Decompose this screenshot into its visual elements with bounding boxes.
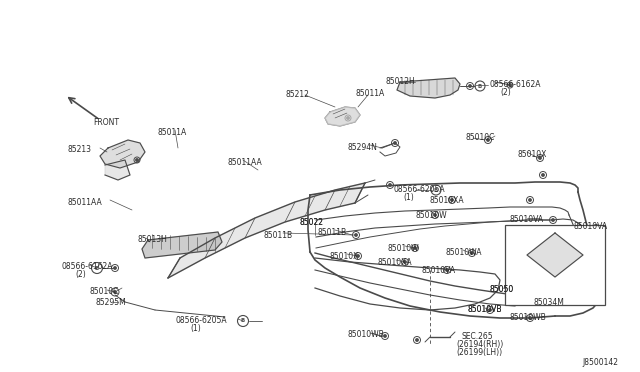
Circle shape	[489, 309, 492, 311]
Text: 85010VA: 85010VA	[573, 222, 607, 231]
Text: 08566-6162A: 08566-6162A	[62, 262, 113, 271]
Text: 85010WB: 85010WB	[510, 313, 547, 322]
Circle shape	[388, 184, 391, 186]
Circle shape	[471, 252, 473, 254]
Circle shape	[509, 289, 511, 291]
Text: 85010X: 85010X	[518, 150, 547, 159]
Polygon shape	[325, 107, 360, 126]
Text: 85011B: 85011B	[318, 228, 347, 237]
Text: 08566-6205A: 08566-6205A	[393, 185, 445, 194]
Circle shape	[136, 159, 138, 161]
Text: 85213: 85213	[68, 145, 92, 154]
Circle shape	[384, 335, 386, 337]
Text: B: B	[478, 83, 482, 89]
Text: B: B	[241, 318, 245, 324]
Text: 85010W: 85010W	[388, 244, 420, 253]
Circle shape	[539, 157, 541, 159]
Text: 85011A: 85011A	[355, 89, 384, 98]
Text: B: B	[95, 266, 99, 270]
Text: 85010WA: 85010WA	[445, 248, 481, 257]
Text: 85010XA: 85010XA	[430, 196, 465, 205]
Text: B: B	[434, 187, 438, 192]
Circle shape	[414, 247, 416, 249]
Circle shape	[529, 317, 531, 319]
Circle shape	[509, 84, 511, 86]
Text: 85294N: 85294N	[348, 143, 378, 152]
Text: 85010VB: 85010VB	[468, 305, 502, 314]
Circle shape	[357, 255, 359, 257]
Text: 85013H: 85013H	[138, 235, 168, 244]
Text: 85010X: 85010X	[330, 252, 360, 261]
Text: 85050: 85050	[490, 285, 515, 294]
Circle shape	[434, 214, 436, 216]
Circle shape	[114, 291, 116, 293]
Circle shape	[355, 234, 357, 236]
Polygon shape	[527, 233, 583, 277]
Text: 85011B: 85011B	[263, 231, 292, 240]
Text: (2): (2)	[500, 88, 511, 97]
FancyBboxPatch shape	[505, 225, 605, 305]
Text: 85011AA: 85011AA	[68, 198, 103, 207]
Text: 85022: 85022	[300, 218, 324, 227]
Circle shape	[542, 174, 544, 176]
Text: 85011A: 85011A	[158, 128, 188, 137]
Circle shape	[468, 85, 471, 87]
Text: 08566-6205A: 08566-6205A	[175, 316, 227, 325]
Text: 85010C: 85010C	[90, 287, 120, 296]
Text: 85050: 85050	[490, 285, 515, 294]
Circle shape	[529, 199, 531, 201]
Text: FRONT: FRONT	[93, 118, 119, 127]
Polygon shape	[105, 160, 130, 180]
Polygon shape	[142, 232, 222, 258]
Polygon shape	[168, 183, 365, 278]
Text: 85212: 85212	[285, 90, 309, 99]
Text: 85010VA: 85010VA	[510, 215, 544, 224]
Text: 85295M: 85295M	[95, 298, 125, 307]
Circle shape	[416, 339, 418, 341]
Circle shape	[451, 199, 453, 201]
Text: (2): (2)	[75, 270, 86, 279]
Polygon shape	[100, 140, 145, 168]
Text: 85010C: 85010C	[465, 133, 494, 142]
Circle shape	[347, 117, 349, 119]
Text: 85010W: 85010W	[416, 211, 447, 220]
Circle shape	[552, 219, 554, 221]
Text: 08566-6162A: 08566-6162A	[490, 80, 541, 89]
Polygon shape	[397, 78, 460, 98]
Text: (1): (1)	[190, 324, 201, 333]
Circle shape	[487, 139, 489, 141]
Circle shape	[114, 267, 116, 269]
Text: 85011AA: 85011AA	[228, 158, 263, 167]
Text: J8500142: J8500142	[582, 358, 618, 367]
Circle shape	[446, 269, 448, 271]
Circle shape	[394, 142, 396, 144]
Text: (26199(LH)): (26199(LH))	[456, 348, 502, 357]
Text: 85010VB: 85010VB	[468, 305, 502, 314]
Text: 85010WB: 85010WB	[348, 330, 385, 339]
Text: 85034M: 85034M	[533, 298, 564, 307]
Text: 85022: 85022	[300, 218, 324, 227]
Text: SEC.265: SEC.265	[462, 332, 493, 341]
Text: (1): (1)	[403, 193, 413, 202]
Circle shape	[595, 227, 597, 229]
Text: 85010XA: 85010XA	[378, 258, 413, 267]
Text: (26194(RH)): (26194(RH))	[456, 340, 503, 349]
Circle shape	[404, 261, 406, 263]
Text: 85012H: 85012H	[385, 77, 415, 86]
Text: 85010VA: 85010VA	[422, 266, 456, 275]
